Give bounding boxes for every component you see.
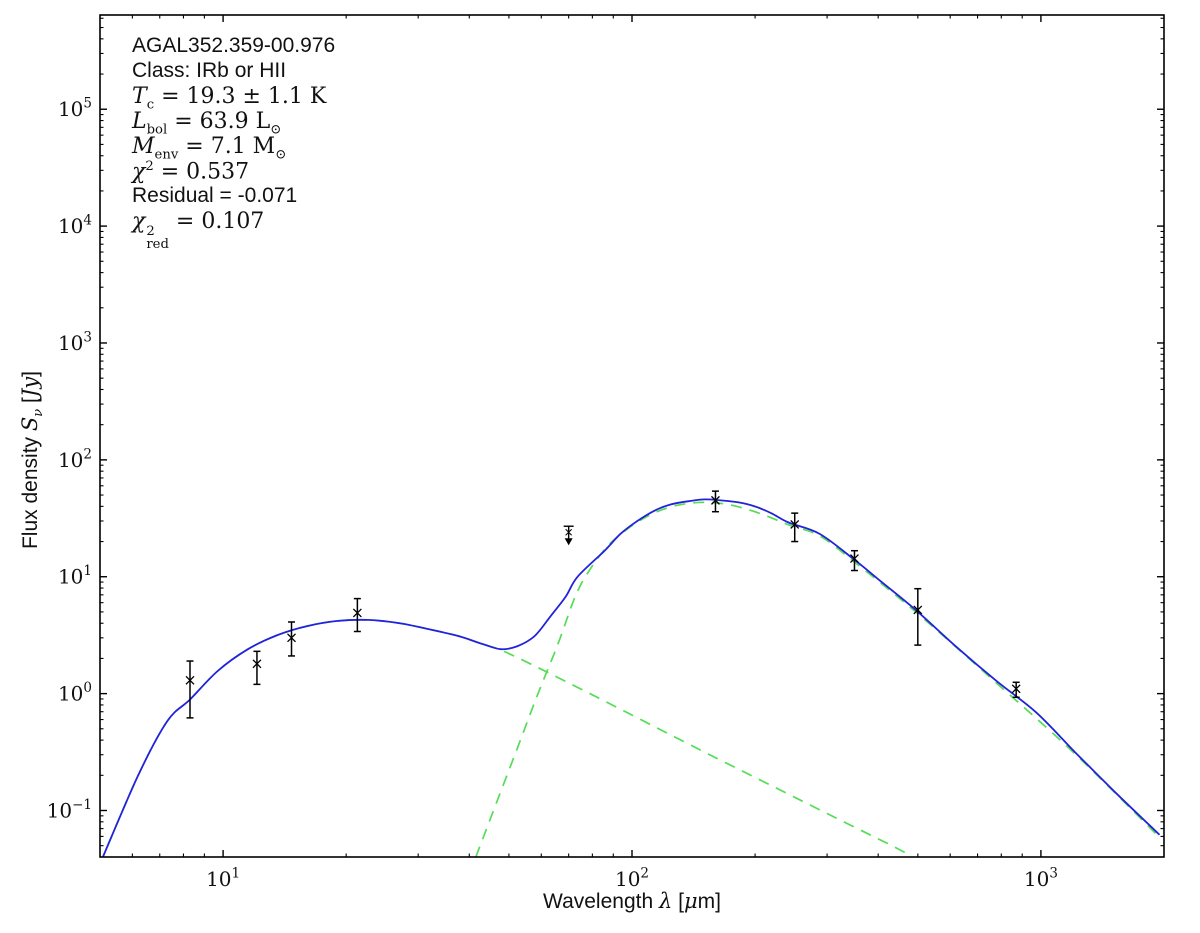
- x-marker: [185, 675, 195, 685]
- x-tick-label: 101: [206, 866, 240, 892]
- x-axis-label: Wavelength λ [μm]: [543, 889, 721, 913]
- y-tick-label: 102: [58, 446, 92, 472]
- x-marker: [352, 608, 362, 618]
- observed-data-points: [185, 490, 1021, 719]
- chi2-line: χ2 = 0.537: [132, 159, 250, 185]
- y-tick-label: 104: [58, 213, 92, 239]
- x-marker: [790, 520, 800, 529]
- residual-line: Residual = -0.071: [132, 184, 298, 207]
- y-tick-label: 103: [58, 329, 92, 355]
- model-curves: [101, 498, 1161, 857]
- annotation-block: AGAL352.359-00.976 Class: IRb or HII Tc …: [132, 34, 336, 252]
- x-marker: [711, 495, 720, 505]
- luminosity-line: Lbol = 63.9 L⊙: [132, 109, 282, 138]
- y-tick-label: 10−1: [47, 797, 92, 823]
- tick-labels: 101 102 103 10−1 100 101 102 103 104 105: [47, 96, 1058, 891]
- warm-component-curve: [101, 618, 911, 857]
- y-tick-label: 105: [58, 96, 92, 122]
- x-tick-label: 103: [1024, 866, 1058, 892]
- chi2red-line: χ 2 red = 0.107: [132, 209, 265, 252]
- source-name: AGAL352.359-00.976: [132, 34, 336, 57]
- cold-component-curve: [475, 501, 1161, 857]
- temperature-line: Tc = 19.3 ± 1.1 K: [132, 84, 327, 113]
- x-marker: [252, 659, 262, 669]
- y-axis-label: Flux density Sν [Jy]: [18, 371, 47, 550]
- x-marker: [850, 554, 859, 564]
- x-tick-label: 102: [615, 866, 649, 892]
- axes-frame: [99, 14, 1165, 858]
- x-marker: [1011, 684, 1021, 694]
- x-marker: [913, 605, 923, 615]
- y-tick-label: 101: [58, 563, 92, 589]
- total-model-curve: [101, 498, 1161, 857]
- y-tick-label: 100: [58, 680, 92, 706]
- upper-limit-arrow: [563, 525, 574, 546]
- x-marker: [287, 633, 296, 643]
- mass-line: Menv = 7.1 M⊙: [132, 134, 287, 163]
- class-line: Class: IRb or HII: [132, 59, 287, 82]
